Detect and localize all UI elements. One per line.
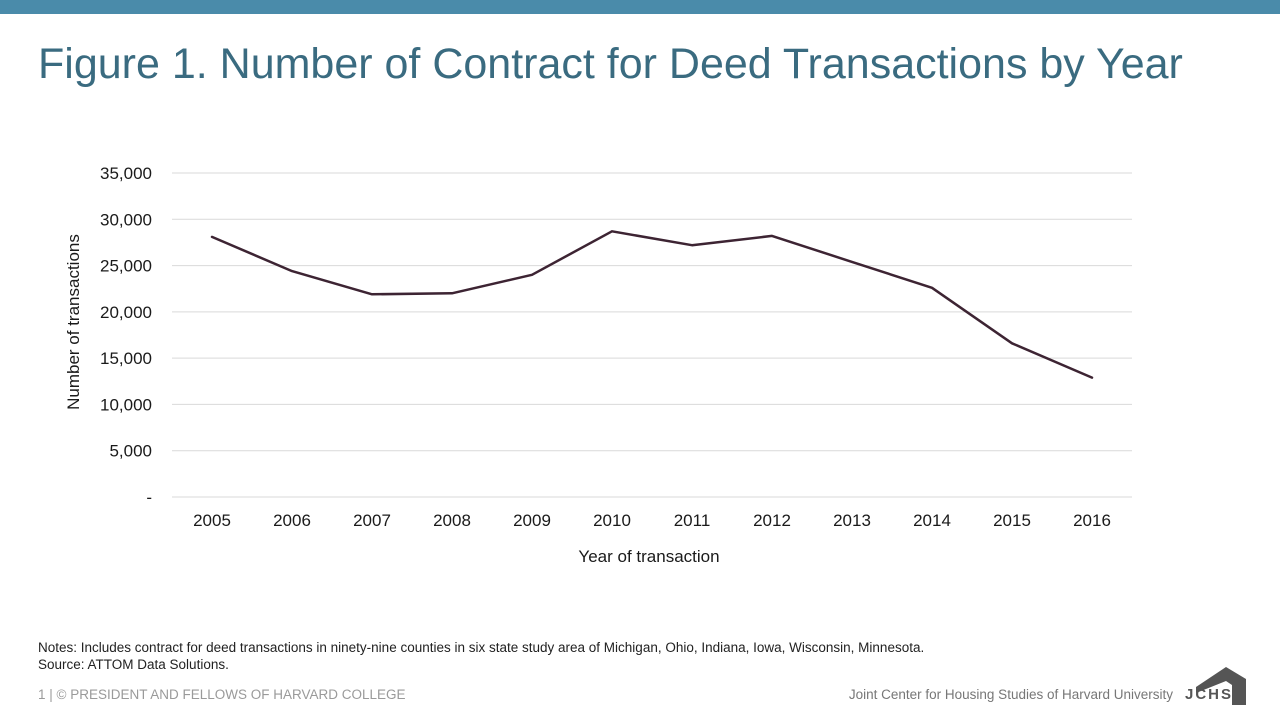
line-chart: - 5,000 10,000 15,000 20,000 25,000 30,000 35,0… (64, 164, 1132, 566)
x-tick-label: 2006 (273, 511, 311, 530)
x-tick-label: 2016 (1073, 511, 1111, 530)
x-tick-label: 2009 (513, 511, 551, 530)
x-axis-title: Year of transaction (578, 547, 719, 566)
footer-organization: Joint Center for Housing Studies of Harv… (848, 687, 1173, 702)
y-tick-label: 10,000 (100, 395, 152, 414)
jchs-house-icon (1196, 667, 1246, 705)
figure-title: Figure 1. Number of Contract for Deed Tr… (38, 40, 1183, 88)
x-tick-label: 2011 (674, 511, 711, 530)
source-text: Source: ATTOM Data Solutions. (38, 657, 229, 672)
y-tick-label: 35,000 (100, 164, 152, 183)
y-axis-title: Number of transactions (64, 234, 83, 410)
footer-copyright: 1 | © PRESIDENT AND FELLOWS OF HARVARD C… (38, 687, 406, 702)
x-tick-label: 2007 (353, 511, 391, 530)
y-tick-label: - (146, 488, 152, 507)
x-tick-label: 2013 (833, 511, 871, 530)
y-tick-label: 15,000 (100, 349, 152, 368)
notes-block: Notes: Includes contract for deed transa… (38, 639, 924, 673)
jchs-logo-text: JCHS (1185, 686, 1234, 703)
series-line (210, 230, 1094, 379)
x-tick-label: 2015 (993, 511, 1031, 530)
notes-text: Notes: Includes contract for deed transa… (38, 640, 925, 655)
y-tick-label: 20,000 (100, 303, 152, 322)
y-tick-label: 5,000 (109, 442, 152, 461)
x-tick-label: 2012 (753, 511, 791, 530)
y-tick-label: 25,000 (100, 257, 152, 276)
top-accent-bar (0, 0, 1280, 14)
x-tick-label: 2008 (433, 511, 471, 530)
x-tick-label: 2010 (593, 511, 631, 530)
y-tick-label: 30,000 (100, 210, 152, 229)
x-tick-label: 2005 (193, 511, 231, 530)
x-tick-label: 2014 (913, 511, 951, 530)
